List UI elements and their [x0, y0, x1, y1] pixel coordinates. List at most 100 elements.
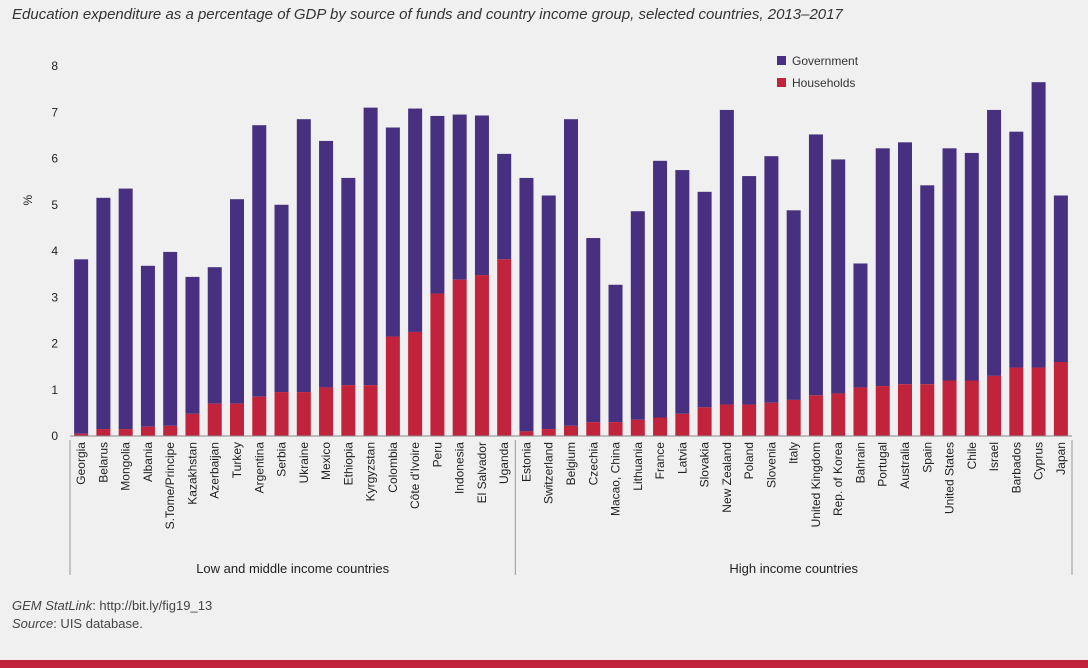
bar-government [1009, 131, 1024, 368]
x-tick-label: S.Tome/Principe [163, 442, 177, 530]
x-tick-label: Mexico [319, 442, 333, 480]
bar-government [942, 148, 957, 381]
x-tick-label: Serbia [275, 442, 289, 477]
source-line: Source: UIS database. [12, 616, 143, 631]
x-tick-label: France [653, 442, 667, 480]
bar-households [564, 425, 578, 436]
x-tick-label: Spain [920, 442, 934, 473]
bar-households [764, 402, 779, 436]
x-tick-label: New Zealand [720, 442, 734, 513]
bar-households [185, 413, 200, 436]
y-tick-label: 7 [51, 105, 58, 119]
bar-households [274, 392, 289, 436]
bar-households [1053, 362, 1068, 436]
bar-government [541, 195, 556, 430]
bar-government [808, 134, 823, 396]
bar-government [719, 109, 734, 405]
y-tick-label: 4 [51, 244, 58, 258]
bar-households [898, 384, 912, 436]
x-tick-label: Australia [898, 442, 912, 489]
x-tick-label: Uganda [497, 442, 511, 484]
x-tick-label: Kazakhstan [185, 442, 199, 505]
bar-households [853, 387, 868, 436]
bar-government [497, 153, 512, 260]
x-tick-label: Macao, China [609, 442, 623, 516]
bar-government [430, 115, 445, 294]
y-tick-label: 5 [51, 198, 58, 212]
bar-households [207, 403, 222, 436]
bar-households [497, 259, 512, 436]
bar-government [252, 125, 267, 397]
y-tick-label: 3 [51, 290, 58, 304]
source-text: : UIS database. [53, 616, 143, 631]
bar-government [319, 140, 334, 388]
x-tick-label: Poland [742, 442, 756, 479]
bar-households [363, 385, 378, 436]
y-tick-label: 6 [51, 152, 58, 166]
x-tick-label: Japan [1054, 442, 1068, 475]
bar-households [697, 407, 712, 436]
bar-households [519, 431, 534, 436]
bar-households [653, 417, 668, 436]
bar-households [341, 385, 356, 436]
x-tick-label: Lithuania [631, 442, 645, 491]
bar-government [118, 188, 133, 430]
x-tick-label: United Kingdom [809, 442, 823, 527]
bar-households [920, 384, 935, 436]
x-tick-label: Turkey [230, 442, 244, 478]
bar-government [474, 115, 489, 276]
bar-government [564, 119, 578, 426]
y-tick-label: 8 [51, 59, 58, 73]
bottom-accent-bar [0, 660, 1088, 668]
bar-households [319, 387, 334, 436]
bar-households [96, 429, 111, 436]
x-tick-label: Argentina [252, 442, 266, 494]
bar-government [786, 210, 801, 400]
bar-government [74, 259, 89, 434]
x-tick-label: Kyrgyzstan [364, 442, 378, 501]
bar-households [808, 395, 823, 436]
y-tick-label: 2 [51, 337, 58, 351]
statlink-url[interactable]: : http://bit.ly/fig19_13 [92, 598, 213, 613]
x-tick-label: Bahrain [853, 442, 867, 483]
bar-households [964, 380, 979, 436]
x-tick-label: Colombia [386, 442, 400, 493]
x-tick-label: Chile [965, 442, 979, 470]
bar-households [987, 375, 1002, 436]
x-tick-label: Ukraine [297, 442, 311, 484]
statlink-line: GEM StatLink: http://bit.ly/fig19_13 [12, 598, 212, 613]
bar-households [163, 425, 178, 436]
bar-households [230, 403, 244, 436]
group-label: High income countries [729, 561, 858, 576]
bar-households [541, 429, 556, 436]
stacked-bar-chart: 0 1 2 3 4 5 6 7 8% Georgia Belarus Mongolia Albania S… [21, 54, 1073, 576]
bar-households [474, 275, 489, 436]
group-label: Low and middle income countries [196, 561, 389, 576]
bar-households [786, 399, 801, 436]
bar-government [230, 199, 244, 404]
bar-government [608, 284, 623, 423]
bar-households [719, 404, 734, 436]
legend-swatch-households [777, 78, 786, 87]
bar-government [764, 156, 779, 403]
bar-households [296, 392, 311, 436]
x-tick-label: Georgia [74, 442, 88, 485]
x-tick-label: Belarus [96, 442, 110, 483]
source-label: Source [12, 616, 54, 631]
x-tick-label: El Salvador [475, 442, 489, 503]
x-tick-label: Estonia [519, 442, 533, 482]
bar-households [675, 413, 690, 436]
bar-households [608, 422, 623, 436]
bar-government [207, 267, 222, 404]
bar-households [408, 331, 423, 436]
bar-households [1009, 367, 1024, 436]
bar-government [675, 170, 690, 414]
x-tick-label: Latvia [675, 442, 689, 474]
x-tick-label: Ethiopia [341, 442, 355, 486]
bar-households [430, 293, 445, 436]
bar-households [74, 433, 89, 436]
bar-government [920, 185, 935, 385]
x-tick-label: Albania [141, 442, 155, 482]
bar-households [630, 419, 645, 436]
bar-government [964, 152, 979, 381]
